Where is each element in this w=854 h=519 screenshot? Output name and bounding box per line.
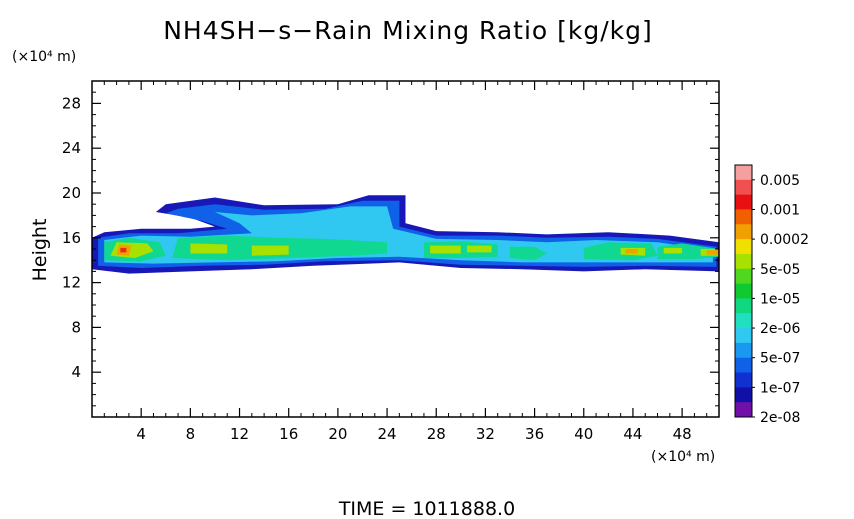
colorbar-swatch [735, 298, 752, 314]
x-tick-label: 36 [525, 425, 544, 443]
contour-region-5-2 [706, 250, 719, 255]
colorbar-swatch [735, 328, 752, 344]
y-tick-label: 16 [62, 229, 81, 247]
x-tick-label: 20 [328, 425, 347, 443]
x-tick-label: 44 [623, 425, 642, 443]
colorbar-label: 0.005 [760, 173, 800, 189]
colorbar-swatch [735, 342, 752, 359]
y-tick-label: 28 [62, 94, 81, 112]
colorbar-swatch [735, 357, 752, 373]
colorbar: 0.005 0.001 0.0002 5e-05 1e-05 2e-06 5e-07 1e-0… [734, 164, 809, 426]
x-tick-label: 4 [136, 425, 146, 443]
colorbar-label: 1e-05 [760, 291, 800, 307]
colorbar-swatch [735, 165, 752, 181]
colorbar-swatch [735, 253, 752, 270]
colorbar-swatch [735, 209, 752, 225]
contour-region-4-6 [663, 247, 683, 254]
y-tick-label: 12 [62, 274, 81, 292]
y-tick-label: 24 [62, 139, 81, 157]
contour-region-3-3 [510, 246, 547, 261]
y-tick-label: 4 [71, 363, 81, 381]
y-axis-label: Height [29, 219, 51, 282]
colorbar-swatch [735, 194, 752, 210]
colorbar-label: 2e-08 [760, 410, 800, 426]
colorbar-swatch [735, 239, 752, 255]
x-unit-label: (×10⁴ m) [651, 449, 715, 465]
contour-field [92, 195, 719, 274]
contour-region-4-3 [430, 245, 461, 254]
x-tick-label: 16 [279, 425, 298, 443]
contour-region-4-4 [467, 245, 492, 253]
x-tick-label: 8 [186, 425, 196, 443]
contour-region-4-2 [251, 245, 289, 256]
colorbar-label: 0.001 [760, 202, 800, 218]
time-label: TIME = 1011888.0 [338, 498, 515, 519]
colorbar-frame [734, 164, 753, 418]
x-tick-label: 24 [378, 425, 397, 443]
x-tick-label: 48 [673, 425, 692, 443]
y-unit-label: (×10⁴ m) [12, 49, 76, 65]
colorbar-swatch [735, 387, 752, 403]
colorbar-swatch [735, 283, 752, 299]
colorbar-swatch [735, 268, 752, 284]
x-tick-label: 40 [574, 425, 593, 443]
x-tick-label: 12 [230, 425, 249, 443]
colorbar-label: 0.0002 [760, 232, 809, 248]
y-tick-label: 8 [71, 318, 81, 336]
colorbar-swatch [735, 224, 752, 240]
colorbar-label: 2e-06 [760, 321, 800, 337]
colorbar-swatch [735, 372, 752, 388]
colorbar-swatch [735, 402, 752, 418]
contour-region-4-1 [190, 243, 228, 254]
colorbar-label: 1e-07 [760, 380, 800, 396]
contour-region-6-0 [120, 247, 127, 253]
x-tick-label: 32 [476, 425, 495, 443]
y-tick-label: 20 [62, 184, 81, 202]
contour-region-5-1 [625, 249, 638, 254]
colorbar-label: 5e-07 [760, 351, 800, 367]
colorbar-swatch [735, 179, 752, 196]
colorbar-swatch [735, 313, 752, 329]
chart-title: NH4SH−s−Rain Mixing Ratio [kg/kg] [163, 16, 653, 45]
plot-frame [91, 80, 720, 418]
colorbar-label: 5e-05 [760, 262, 800, 278]
x-tick-label: 28 [427, 425, 446, 443]
